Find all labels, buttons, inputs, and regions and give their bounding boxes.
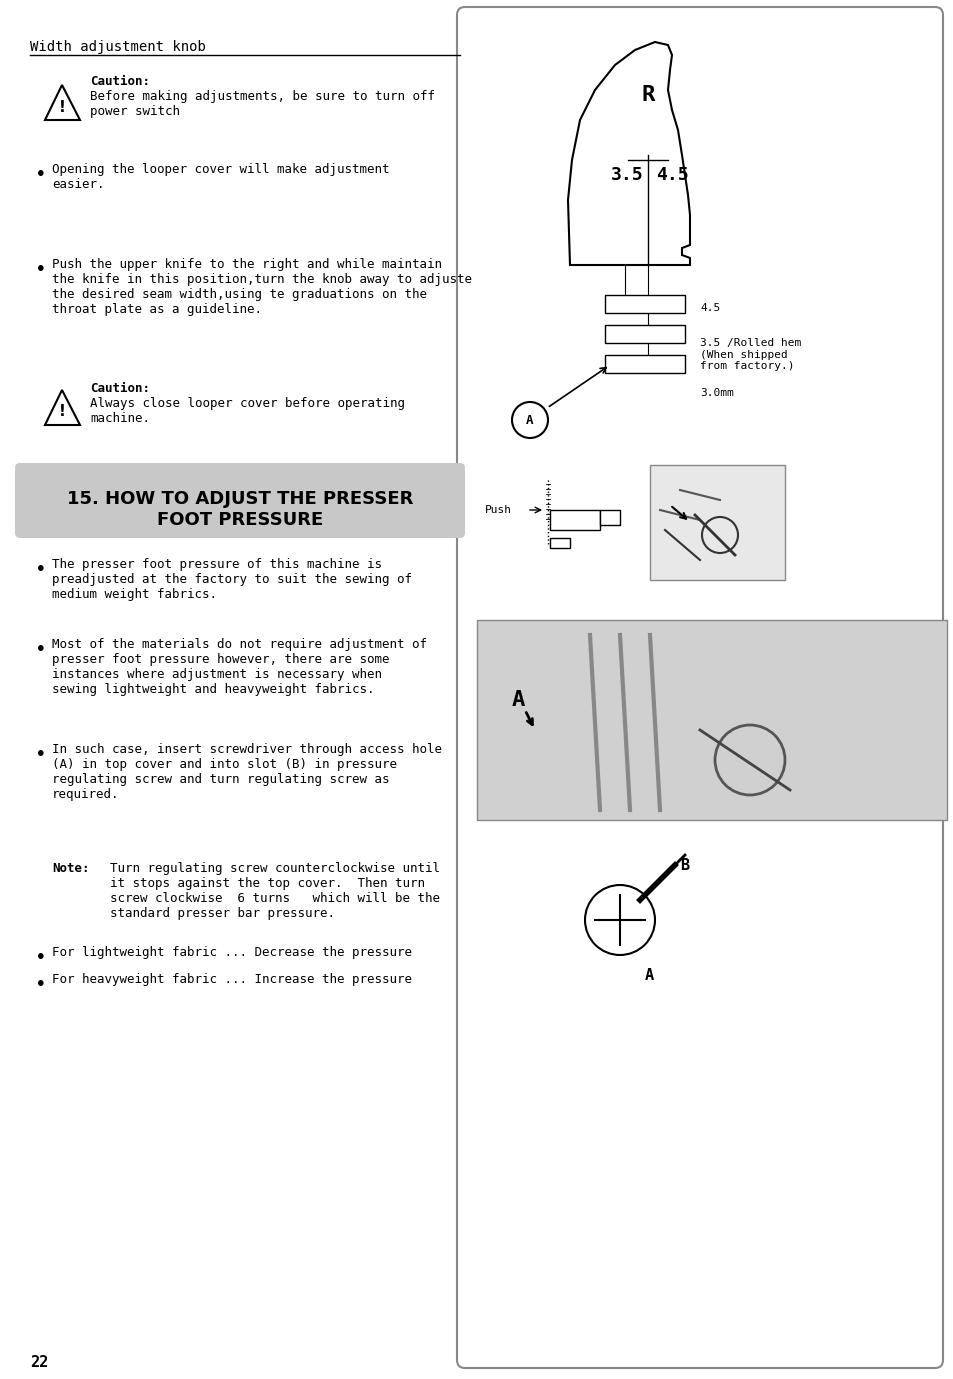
Text: 15. HOW TO ADJUST THE PRESSER: 15. HOW TO ADJUST THE PRESSER bbox=[67, 490, 413, 507]
Text: Note:: Note: bbox=[52, 862, 90, 876]
Text: A: A bbox=[512, 690, 525, 710]
Text: 4.5: 4.5 bbox=[655, 165, 688, 183]
Bar bbox=[476, 621, 946, 821]
Text: 3.0mm: 3.0mm bbox=[700, 387, 733, 399]
Text: B: B bbox=[679, 858, 688, 873]
Text: 3.5: 3.5 bbox=[610, 165, 642, 183]
Text: Width adjustment knob: Width adjustment knob bbox=[30, 40, 206, 54]
Bar bbox=[649, 465, 784, 581]
Text: Caution:: Caution: bbox=[90, 382, 150, 394]
Text: In such case, insert screwdriver through access hole
(A) in top cover and into s: In such case, insert screwdriver through… bbox=[52, 743, 441, 801]
Bar bbox=[604, 354, 684, 372]
Text: Most of the materials do not require adjustment of
presser foot pressure however: Most of the materials do not require adj… bbox=[52, 638, 427, 696]
Text: !: ! bbox=[58, 404, 66, 419]
FancyBboxPatch shape bbox=[15, 463, 464, 538]
Bar bbox=[550, 510, 599, 530]
Text: •: • bbox=[35, 947, 47, 967]
Text: Push the upper knife to the right and while maintain
the knife in this position,: Push the upper knife to the right and wh… bbox=[52, 258, 472, 316]
Text: For lightweight fabric ... Decrease the pressure: For lightweight fabric ... Decrease the … bbox=[52, 946, 412, 958]
Bar bbox=[599, 510, 619, 525]
Bar bbox=[550, 538, 569, 547]
Text: Opening the looper cover will make adjustment
easier.: Opening the looper cover will make adjus… bbox=[52, 163, 389, 192]
Text: •: • bbox=[35, 560, 47, 579]
Text: R: R bbox=[640, 85, 654, 105]
Text: Before making adjustments, be sure to turn off
power switch: Before making adjustments, be sure to tu… bbox=[90, 90, 435, 119]
Text: 4.5: 4.5 bbox=[700, 303, 720, 313]
Text: •: • bbox=[35, 261, 47, 279]
Text: •: • bbox=[35, 745, 47, 764]
Text: A: A bbox=[526, 414, 533, 426]
Polygon shape bbox=[567, 41, 689, 265]
Text: Always close looper cover before operating
machine.: Always close looper cover before operati… bbox=[90, 397, 405, 425]
Text: !: ! bbox=[58, 99, 66, 114]
Text: •: • bbox=[35, 640, 47, 659]
Text: •: • bbox=[35, 165, 47, 183]
Text: FOOT PRESSURE: FOOT PRESSURE bbox=[156, 512, 323, 530]
Text: 3.5 /Rolled hem
(When shipped
from factory.): 3.5 /Rolled hem (When shipped from facto… bbox=[700, 338, 801, 371]
Text: Caution:: Caution: bbox=[90, 74, 150, 88]
Text: 22: 22 bbox=[30, 1356, 49, 1369]
Text: Turn regulating screw counterclockwise until
it stops against the top cover.  Th: Turn regulating screw counterclockwise u… bbox=[110, 862, 439, 920]
FancyBboxPatch shape bbox=[456, 7, 942, 1368]
Text: A: A bbox=[644, 968, 654, 982]
Text: •: • bbox=[35, 975, 47, 994]
Text: Push: Push bbox=[484, 505, 512, 514]
Bar bbox=[604, 325, 684, 343]
Text: For heavyweight fabric ... Increase the pressure: For heavyweight fabric ... Increase the … bbox=[52, 974, 412, 986]
Text: The presser foot pressure of this machine is
preadjusted at the factory to suit : The presser foot pressure of this machin… bbox=[52, 558, 412, 601]
Bar bbox=[604, 295, 684, 313]
